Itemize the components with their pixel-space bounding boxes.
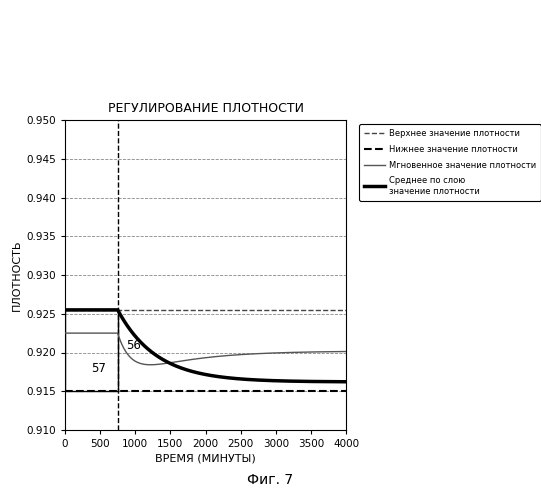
Y-axis label: ПЛОТНОСТЬ: ПЛОТНОСТЬ: [12, 240, 22, 310]
Text: 56: 56: [126, 338, 141, 351]
Text: Фиг. 7: Фиг. 7: [247, 473, 294, 487]
Title: РЕГУЛИРОВАНИЕ ПЛОТНОСТИ: РЕГУЛИРОВАНИЕ ПЛОТНОСТИ: [108, 102, 304, 114]
X-axis label: ВРЕМЯ (МИНУТЫ): ВРЕМЯ (МИНУТЫ): [155, 453, 256, 463]
Text: 57: 57: [91, 362, 106, 375]
Legend: Верхнее значение плотности, Нижнее значение плотности, Мгновенное значение плотн: Верхнее значение плотности, Нижнее значе…: [359, 124, 541, 200]
